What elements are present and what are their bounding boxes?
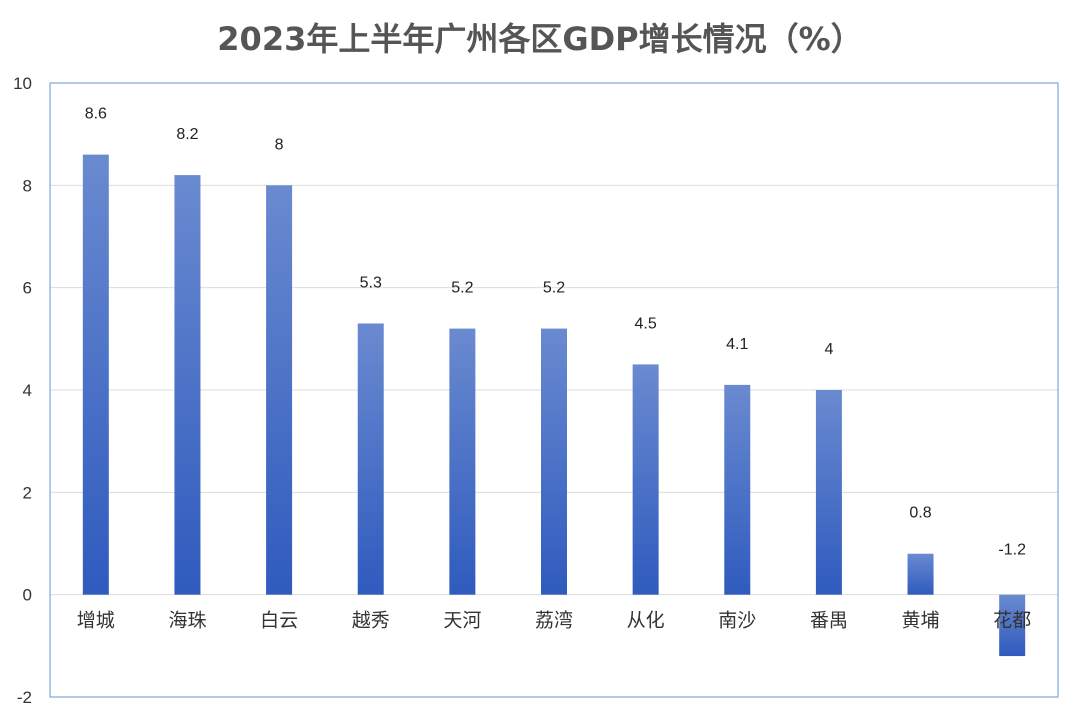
bar-9 [907, 553, 934, 595]
y-tick-label: -2 [17, 688, 32, 707]
bar-7 [724, 384, 751, 595]
x-tick-label: 越秀 [352, 610, 390, 632]
bar-10 [999, 594, 1026, 657]
bar-5 [541, 328, 567, 595]
data-label: 8.6 [85, 106, 107, 123]
bar-3 [357, 323, 384, 595]
data-label: -1.2 [998, 542, 1026, 559]
bar-8 [815, 390, 842, 595]
y-tick-label: 0 [23, 586, 32, 605]
bar-6 [632, 364, 659, 595]
bar-4 [449, 328, 476, 595]
plot-frame [49, 82, 1059, 698]
y-tick-label: 10 [13, 74, 32, 93]
x-tick-label: 白云 [260, 610, 298, 632]
bar-2 [266, 185, 293, 595]
y-tick-label: 8 [23, 176, 32, 195]
data-label: 5.3 [360, 274, 382, 291]
y-tick-label: 2 [23, 483, 32, 502]
data-label: 8 [275, 136, 284, 153]
data-label: 0.8 [909, 505, 931, 522]
x-tick-label: 从化 [627, 610, 665, 632]
x-tick-label: 南沙 [718, 610, 756, 632]
data-label: 5.2 [543, 280, 565, 297]
y-tick-label: 4 [23, 381, 32, 400]
x-tick-label: 增城 [77, 610, 115, 632]
data-label: 8.2 [176, 126, 198, 143]
bar-0 [82, 154, 109, 595]
data-label: 4 [824, 341, 833, 358]
x-tick-label: 海珠 [168, 610, 206, 632]
bar-1 [174, 175, 201, 595]
data-label: 5.2 [451, 280, 473, 297]
x-tick-label: 天河 [443, 610, 481, 632]
data-label: 4.5 [635, 315, 657, 332]
x-tick-label: 荔湾 [535, 610, 573, 632]
data-label: 4.1 [726, 336, 748, 353]
x-tick-label: 花都 [993, 610, 1031, 632]
chart-title: 2023年上半年广州各区GDP增长情况（%） [217, 20, 863, 58]
x-tick-label: 番禺 [810, 610, 848, 632]
x-tick-label: 黄埔 [902, 610, 940, 632]
y-tick-label: 6 [23, 279, 32, 298]
